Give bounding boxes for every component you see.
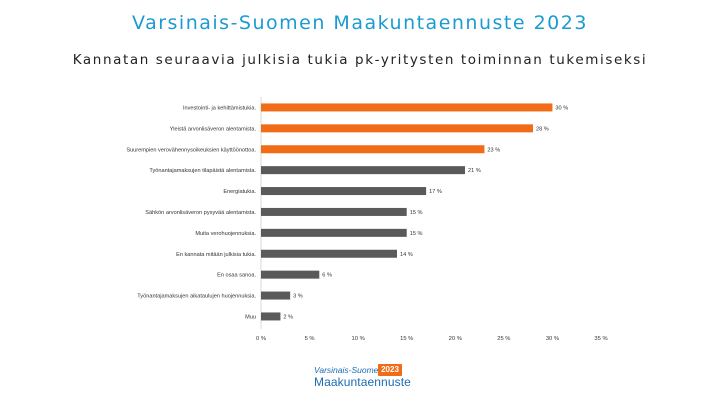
x-tick-label: 5 % [305,336,315,342]
data-label: 14 % [400,252,413,258]
x-tick-label: 15 % [400,336,413,342]
x-tick-label: 10 % [352,336,365,342]
category-label: Sähkön arvonlisäveron pysyvää alentamist… [145,210,256,216]
x-tick-label: 20 % [449,336,462,342]
x-tick-label: 0 % [256,336,266,342]
maakuntaennuste-logo: Varsinais-Suomen Maakuntaennuste 2023 [314,364,411,394]
category-label: Muita verohuojennuksia. [195,231,256,237]
category-label: Yleistä arvonlisäveron alentamista. [170,126,257,132]
bar [261,291,291,300]
x-tick-label: 25 % [497,336,510,342]
category-label: Työnantajamaksujen aikataulujen huojennu… [137,294,256,300]
category-label: Muu [245,314,256,320]
data-label: 2 % [283,314,293,320]
data-label: 17 % [429,189,442,195]
category-label: Investointi- ja kehittämistukia. [183,105,257,111]
bar [261,103,553,112]
logo-line-1: Varsinais-Suomen [314,365,384,375]
logo-line-2: Maakuntaennuste [314,375,411,389]
x-tick-label: 35 % [594,336,607,342]
chart-title: Varsinais-Suomen Maakuntaennuste 2023 [132,12,588,34]
bar [261,145,485,154]
data-label: 23 % [487,147,500,153]
bar [261,166,465,175]
category-label: Suurempien verovähennysoikeuksien käyttö… [126,147,256,153]
category-label: En kannata mitään julkisia tukia. [176,252,256,258]
category-label: Energiatukia. [223,189,256,195]
category-label: Työnantajamaksujen tilapäistä alentamist… [149,168,256,174]
bar [261,312,281,321]
bar [261,270,320,279]
data-label: 30 % [555,105,568,111]
logo-year-badge: 2023 [378,364,402,376]
data-label: 15 % [410,231,423,237]
data-label: 21 % [468,168,481,174]
data-label: 6 % [322,273,332,279]
bar [261,228,407,237]
x-tick-label: 30 % [546,336,559,342]
chart-subtitle: Kannatan seuraavia julkisia tukia pk-yri… [72,52,648,68]
data-label: 28 % [536,126,549,132]
data-label: 15 % [410,210,423,216]
bar [261,187,427,196]
bar [261,124,533,133]
data-label: 3 % [293,294,303,300]
bar [261,249,397,258]
category-label: En osaa sanoa. [217,273,256,279]
bar [261,207,407,216]
